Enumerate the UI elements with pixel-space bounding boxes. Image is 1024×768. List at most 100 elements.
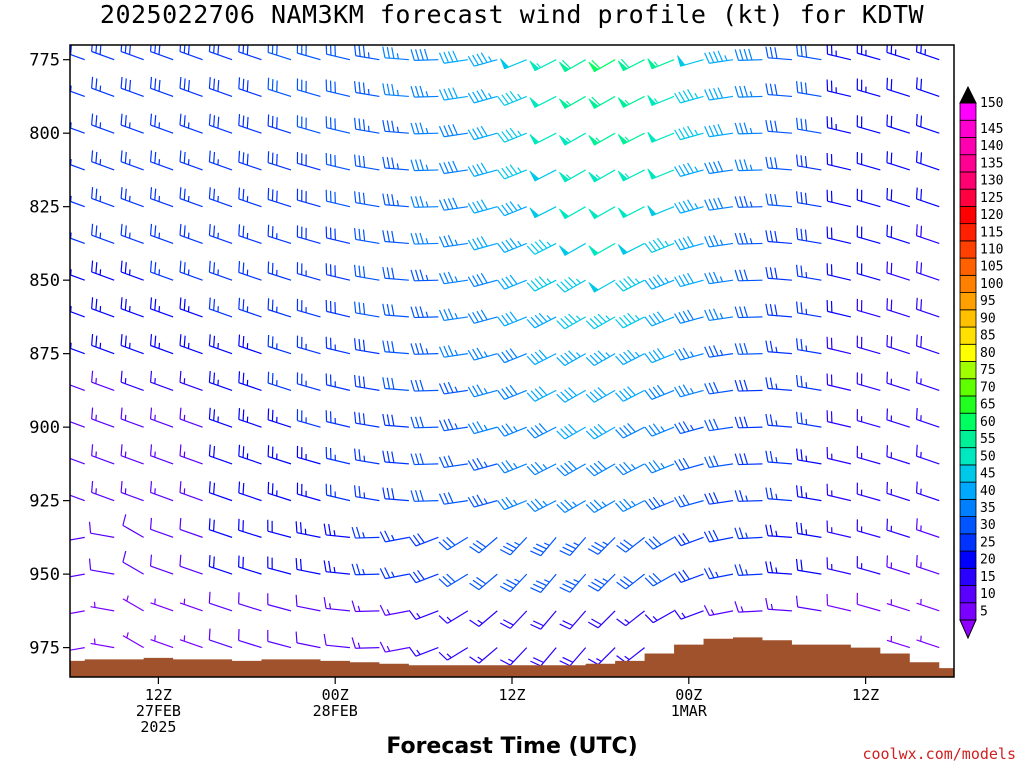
wind-barb <box>886 151 910 171</box>
wind-barb <box>467 309 498 324</box>
colorbar-label: 115 <box>980 225 1003 240</box>
y-tick-label: 850 <box>29 271 60 291</box>
wind-barb <box>267 556 292 575</box>
wind-barb <box>91 444 115 465</box>
wind-barb <box>588 206 616 220</box>
wind-barb <box>856 556 881 575</box>
wind-barb <box>382 266 409 281</box>
wind-barb <box>296 409 321 428</box>
wind-barb <box>208 518 233 538</box>
wind-barb <box>497 201 527 217</box>
wind-barb <box>559 242 586 256</box>
wind-barb <box>915 518 940 538</box>
wind-barb <box>795 595 822 612</box>
wind-barb <box>765 377 792 391</box>
wind-barb <box>149 370 174 391</box>
colorbar-segment <box>959 602 977 621</box>
wind-barb <box>353 448 380 465</box>
wind-barb <box>856 262 881 281</box>
y-tick-label: 975 <box>29 639 60 659</box>
wind-barb <box>703 567 734 580</box>
wind-barb <box>267 151 292 171</box>
wind-barb <box>208 555 233 575</box>
wind-barb <box>795 338 822 355</box>
wind-barb <box>295 631 321 649</box>
wind-barb <box>267 187 292 208</box>
wind-barb <box>704 197 734 211</box>
wind-barb <box>617 206 645 219</box>
wind-barb <box>382 377 409 391</box>
colorbar-segment <box>959 205 977 225</box>
wind-barb <box>469 573 498 591</box>
wind-barb <box>647 131 675 143</box>
colorbar-segment <box>959 188 977 207</box>
wind-barb <box>150 635 174 649</box>
wind-barb <box>351 563 380 576</box>
wind-barb <box>915 150 940 171</box>
wind-barb <box>179 554 203 575</box>
wind-barb <box>467 125 498 141</box>
wind-barb <box>617 132 645 145</box>
wind-barb <box>673 569 704 583</box>
wind-barb <box>826 116 852 134</box>
wind-barb <box>915 554 940 575</box>
chart-title: 2025022706 NAM3KM forecast wind profile … <box>99 0 925 29</box>
wind-barb <box>382 193 409 208</box>
wind-barb <box>91 187 115 208</box>
wind-barb <box>88 521 115 538</box>
wind-barb <box>856 188 881 208</box>
wind-barb <box>208 591 233 612</box>
wind-barb <box>179 150 203 171</box>
wind-barb <box>826 153 852 171</box>
wind-barb <box>915 371 940 391</box>
wind-barb <box>644 536 675 550</box>
wind-barb <box>70 306 85 318</box>
wind-barb <box>795 375 822 391</box>
wind-barb <box>438 124 468 138</box>
wind-barb <box>644 460 675 474</box>
wind-barb <box>410 416 439 429</box>
wind-barb <box>674 309 704 324</box>
wind-barb <box>91 260 115 281</box>
wind-barb <box>149 150 174 171</box>
y-tick-label: 825 <box>29 198 60 218</box>
colorbar-segment <box>959 585 977 604</box>
wind-barb <box>765 413 792 428</box>
wind-barb <box>325 153 351 171</box>
wind-barb <box>120 45 144 61</box>
wind-barb <box>382 340 409 355</box>
colorbar-label: 5 <box>980 604 988 619</box>
wind-barb <box>795 264 822 281</box>
wind-barb <box>410 269 439 282</box>
colorbar-label: 70 <box>980 380 996 395</box>
wind-barb <box>179 297 203 318</box>
colorbar-segment <box>959 447 977 466</box>
wind-barb <box>323 597 350 612</box>
wind-barb <box>856 592 881 612</box>
wind-barb <box>208 260 233 281</box>
wind-barb <box>644 348 675 364</box>
wind-barb <box>915 224 940 244</box>
wind-barb <box>382 413 409 428</box>
colorbar-segment <box>959 102 977 121</box>
wind-barb <box>408 533 439 547</box>
wind-barb <box>267 334 292 355</box>
colorbar-segment <box>959 378 977 397</box>
wind-barb <box>704 87 734 101</box>
wind-barb <box>179 260 203 281</box>
wind-barb <box>438 160 468 175</box>
wind-barb <box>382 46 409 61</box>
wind-barb <box>149 297 174 318</box>
wind-barb <box>70 536 85 541</box>
wind-barb <box>795 485 822 502</box>
wind-barb <box>70 421 85 428</box>
wind-barb <box>616 573 645 590</box>
wind-barb <box>354 45 380 61</box>
wind-barb <box>856 335 881 355</box>
wind-barb <box>704 418 734 432</box>
wind-barb <box>644 423 675 437</box>
wind-barb <box>826 226 852 245</box>
wind-barb <box>149 517 174 538</box>
wind-barb <box>886 635 910 649</box>
wind-barb <box>826 446 852 465</box>
